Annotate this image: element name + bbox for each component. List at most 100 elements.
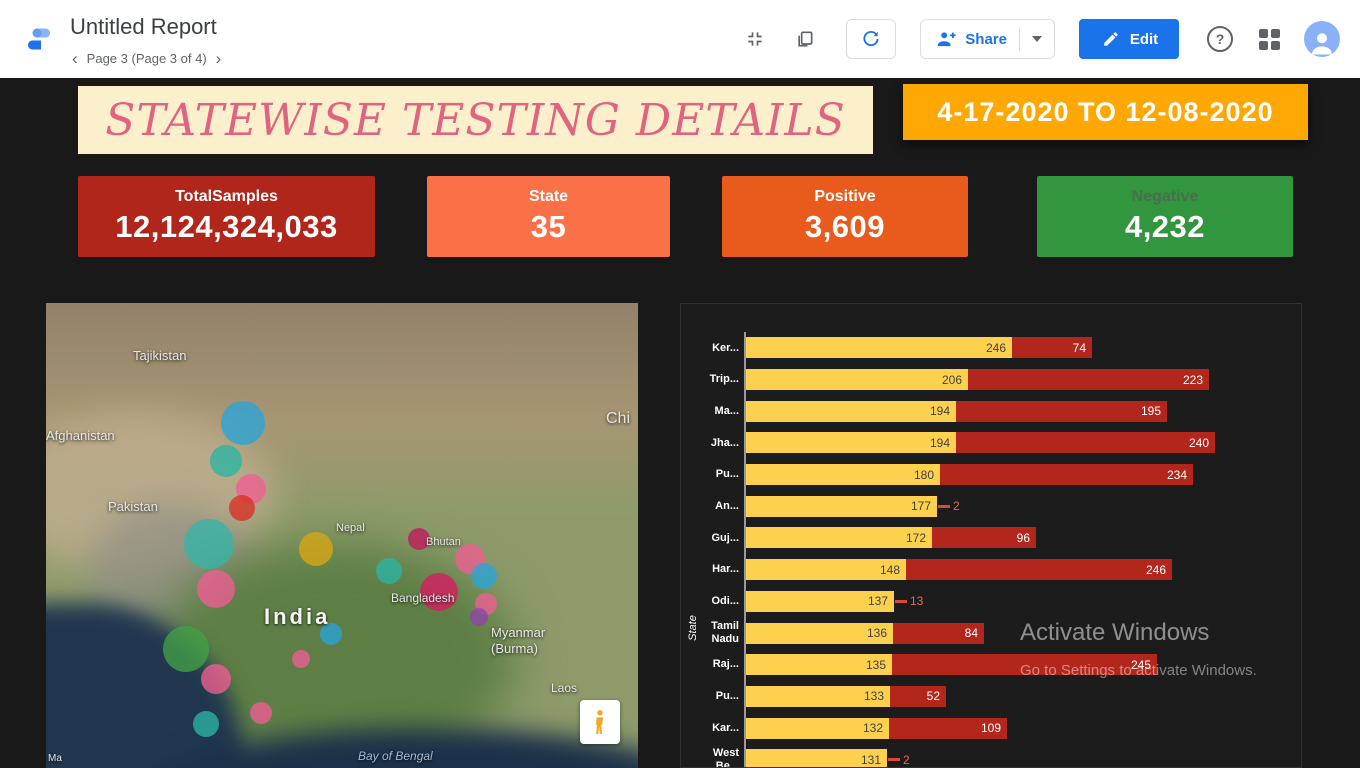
map-label: Bhutan	[426, 536, 461, 548]
positive-bar[interactable]: 245	[892, 654, 1157, 676]
positive-bar[interactable]: 246	[906, 559, 1172, 581]
bar-row: Pu... 180 234	[689, 458, 1297, 491]
datastudio-logo[interactable]	[22, 22, 56, 56]
samples-bar[interactable]: 172	[746, 527, 932, 549]
bar-track: 180 234	[744, 458, 1297, 491]
map-bubble[interactable]	[320, 623, 342, 645]
map-label: Myanmar (Burma)	[491, 625, 546, 657]
report-banner: STATEWISE TESTING DETAILS	[78, 86, 873, 154]
geo-map[interactable]: Tajikistan Chi Afghanistan Pakistan Nepal Bhu…	[46, 303, 638, 768]
scorecard-label: Negative	[1131, 188, 1199, 205]
scorecard: Positive 3,609	[722, 176, 968, 257]
samples-bar[interactable]: 148	[746, 559, 906, 581]
map-bubble[interactable]	[470, 608, 488, 626]
bar-rows: Ker... 246 74 Trip... 206 223 Ma... 194 195 Jha..…	[689, 332, 1297, 767]
positive-bar[interactable]: 74	[1012, 337, 1092, 359]
date-range-box: 4-17-2020 TO 12-08-2020	[903, 84, 1308, 140]
dropdown-caret-icon[interactable]	[1032, 36, 1042, 42]
map-bubble[interactable]	[292, 650, 310, 668]
bar-value-label: 194	[929, 435, 950, 450]
samples-bar[interactable]: 206	[746, 369, 968, 391]
bar-value-label: 131	[860, 752, 881, 767]
map-bubble[interactable]	[376, 558, 402, 584]
bar-value-label: 109	[980, 721, 1001, 736]
bar-track: 132 109	[744, 712, 1297, 744]
positive-bar[interactable]: 223	[968, 369, 1209, 391]
share-button[interactable]: Share	[965, 30, 1007, 48]
bar-row: Jha... 194 240	[689, 427, 1297, 459]
map-bubble[interactable]	[299, 532, 333, 566]
bar-track: 194 240	[744, 427, 1297, 459]
positive-bar[interactable]: 52	[890, 685, 946, 707]
map-bubble[interactable]	[250, 702, 272, 724]
map-bubble[interactable]	[221, 401, 265, 445]
copy-icon[interactable]	[794, 28, 816, 50]
apps-grid-icon[interactable]	[1259, 28, 1280, 50]
samples-bar[interactable]: 136	[746, 622, 893, 644]
scorecard: State 35	[427, 176, 670, 257]
next-page-button[interactable]: ›	[215, 49, 222, 68]
scorecard-label: TotalSamples	[175, 188, 278, 205]
bar-value-label: 206	[941, 372, 962, 387]
samples-bar[interactable]: 194	[746, 400, 956, 422]
samples-bar[interactable]: 133	[746, 685, 890, 707]
samples-bar[interactable]: 132	[746, 717, 889, 739]
map-bubble[interactable]	[408, 528, 430, 550]
map-bubble[interactable]	[420, 573, 458, 611]
share-button-group: Share	[920, 19, 1055, 59]
edit-button[interactable]: Edit	[1079, 19, 1179, 59]
bar-value-label: 84	[964, 626, 978, 641]
bar-row: Trip... 206 223	[689, 363, 1297, 396]
map-bubble[interactable]	[184, 519, 234, 569]
map-bubble[interactable]	[163, 626, 209, 672]
avatar[interactable]	[1304, 21, 1340, 57]
bar-category-label: Ma...	[714, 404, 739, 417]
negative-bar[interactable]	[895, 599, 907, 603]
map-label: Tajikistan	[133, 348, 187, 363]
bar-category-label: Har...	[712, 563, 739, 576]
map-bubble[interactable]	[229, 495, 255, 521]
samples-bar[interactable]: 246	[746, 337, 1012, 359]
positive-bar[interactable]: 109	[889, 717, 1007, 739]
samples-bar[interactable]: 180	[746, 464, 940, 486]
bar-value-label: 172	[905, 530, 926, 545]
bar-track: 194 195	[744, 395, 1297, 428]
map-bubble[interactable]	[201, 664, 231, 694]
divider	[1019, 27, 1020, 51]
bar-row: Odi... 137 13	[689, 585, 1297, 618]
person-add-icon[interactable]	[935, 28, 957, 50]
samples-bar[interactable]: 177	[746, 495, 937, 517]
samples-bar[interactable]: 131	[746, 749, 887, 767]
bar-track: 133 52	[744, 680, 1297, 713]
bar-value-label: 148	[879, 562, 900, 577]
positive-bar[interactable]: 234	[940, 464, 1193, 486]
bar-category-label: West Be...	[712, 747, 739, 768]
samples-bar[interactable]: 194	[746, 432, 956, 454]
bar-value-label: 52	[926, 689, 940, 704]
negative-bar[interactable]	[938, 504, 950, 508]
bar-value-label: 2	[953, 499, 960, 514]
positive-bar[interactable]: 240	[956, 432, 1215, 454]
samples-bar[interactable]: 137	[746, 590, 894, 612]
positive-bar[interactable]: 96	[932, 527, 1036, 549]
pegman-icon[interactable]	[580, 700, 620, 744]
help-icon[interactable]: ?	[1207, 26, 1233, 52]
prev-page-button[interactable]: ‹	[72, 49, 78, 68]
scorecard-value: 12,124,324,033	[115, 209, 338, 244]
bar-value-label: 194	[929, 404, 950, 419]
map-bubble[interactable]	[197, 570, 235, 608]
positive-bar[interactable]: 84	[893, 622, 984, 644]
negative-bar[interactable]	[888, 758, 900, 762]
bar-value-label: 180	[913, 467, 934, 482]
bar-track: 137 13	[744, 585, 1297, 618]
map-bubble[interactable]	[210, 445, 242, 477]
scorecard-label: State	[528, 188, 569, 205]
page-indicator[interactable]: Page 3 (Page 3 of 4)	[86, 51, 207, 66]
map-bubble[interactable]	[193, 711, 219, 737]
positive-bar[interactable]: 195	[956, 400, 1167, 422]
refresh-button[interactable]	[846, 19, 897, 59]
map-bubble[interactable]	[471, 563, 497, 589]
fit-screen-icon[interactable]	[744, 28, 766, 50]
samples-bar[interactable]: 135	[746, 654, 892, 676]
bar-chart[interactable]: State Ker... 246 74 Trip... 206 223 Ma... 194 19…	[680, 303, 1302, 768]
